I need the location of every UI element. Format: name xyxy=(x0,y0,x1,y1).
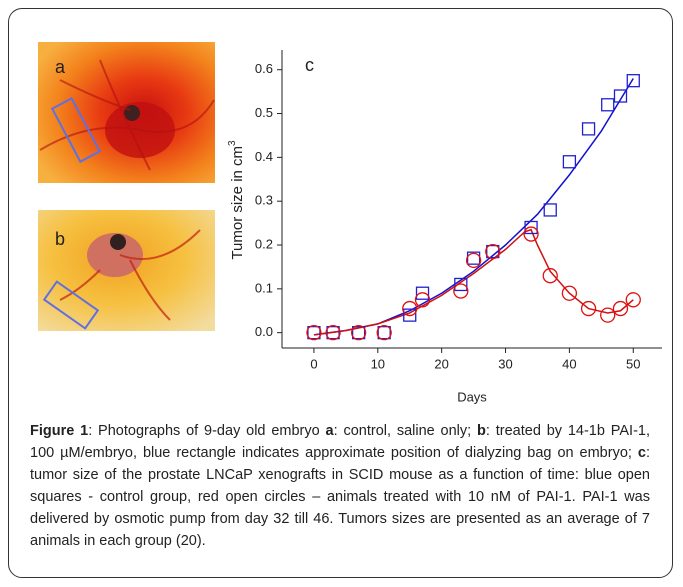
x-tick-label: 50 xyxy=(626,356,640,371)
data-point xyxy=(626,74,640,88)
caption-text: : Photographs of 9-day old embryo xyxy=(88,423,326,439)
data-point xyxy=(561,285,578,301)
y-axis-label-sup: 3 xyxy=(227,140,238,146)
data-point xyxy=(351,326,366,340)
caption-text: b xyxy=(477,423,486,439)
caption-text: a xyxy=(325,423,334,439)
data-point xyxy=(600,307,616,323)
y-tick-label: 0.2 xyxy=(255,236,273,251)
y-tick-label: 0.3 xyxy=(255,193,273,208)
y-tick-label: 0.4 xyxy=(255,149,273,164)
data-point xyxy=(612,300,629,317)
data-point xyxy=(403,308,417,322)
y-tick-label: 0.6 xyxy=(255,61,273,76)
caption-text: : control, saline only; xyxy=(333,423,478,439)
data-point xyxy=(523,226,539,242)
x-tick-label: 10 xyxy=(371,356,385,371)
caption-text: : treated by 14-1b PAI-1, 100 µM/embryo,… xyxy=(30,423,650,461)
data-point xyxy=(415,286,430,300)
data-point xyxy=(326,326,340,340)
data-point xyxy=(485,243,501,260)
photo-b: b xyxy=(38,210,215,331)
fit-line xyxy=(313,78,634,336)
data-point xyxy=(486,244,500,259)
caption-text: : tumor size of the prostate LNCaP xenog… xyxy=(30,445,650,549)
y-tick-label: 0.5 xyxy=(255,105,273,120)
panel-label: b xyxy=(55,229,65,249)
panel-label: c xyxy=(305,55,314,75)
data-point xyxy=(562,155,577,169)
data-point xyxy=(454,277,468,292)
data-point xyxy=(625,292,641,308)
data-point xyxy=(524,220,538,235)
data-point xyxy=(613,89,628,103)
data-point xyxy=(306,325,322,341)
x-tick-label: 20 xyxy=(434,356,448,371)
data-point xyxy=(601,98,615,112)
x-tick-label: 0 xyxy=(310,356,317,371)
x-tick-label: 30 xyxy=(498,356,512,371)
data-point xyxy=(543,203,557,217)
x-tick-label: 40 xyxy=(562,356,576,371)
figure: a b c Days Tumor size in cm3 0 10 20 30 40 50… xyxy=(38,42,662,404)
caption-text: c xyxy=(637,445,646,461)
data-point xyxy=(376,325,392,341)
data-point xyxy=(465,252,482,269)
panel-label: a xyxy=(55,57,66,77)
data-point xyxy=(402,300,418,317)
data-point xyxy=(580,300,597,317)
data-point xyxy=(581,122,596,136)
data-point xyxy=(325,325,341,341)
fit-line xyxy=(313,228,634,336)
caption: Figure 1: Photographs of 9-day old embry… xyxy=(30,420,650,552)
data-point xyxy=(307,326,321,340)
data-point xyxy=(377,326,391,340)
data-point xyxy=(453,283,469,299)
y-tick-label: 0.0 xyxy=(255,324,273,339)
data-point xyxy=(350,325,367,341)
y-tick-label: 0.1 xyxy=(255,280,273,295)
x-axis-label: Days xyxy=(457,389,487,404)
y-axis-label: Tumor size in cm3 xyxy=(227,140,246,260)
y-axis-label-text: Tumor size in cm xyxy=(229,146,246,260)
data-point xyxy=(414,292,431,308)
figure-frame xyxy=(8,8,673,578)
caption-text: Figure 1 xyxy=(30,423,89,439)
photo-a: a xyxy=(38,42,215,183)
data-point xyxy=(542,268,558,284)
